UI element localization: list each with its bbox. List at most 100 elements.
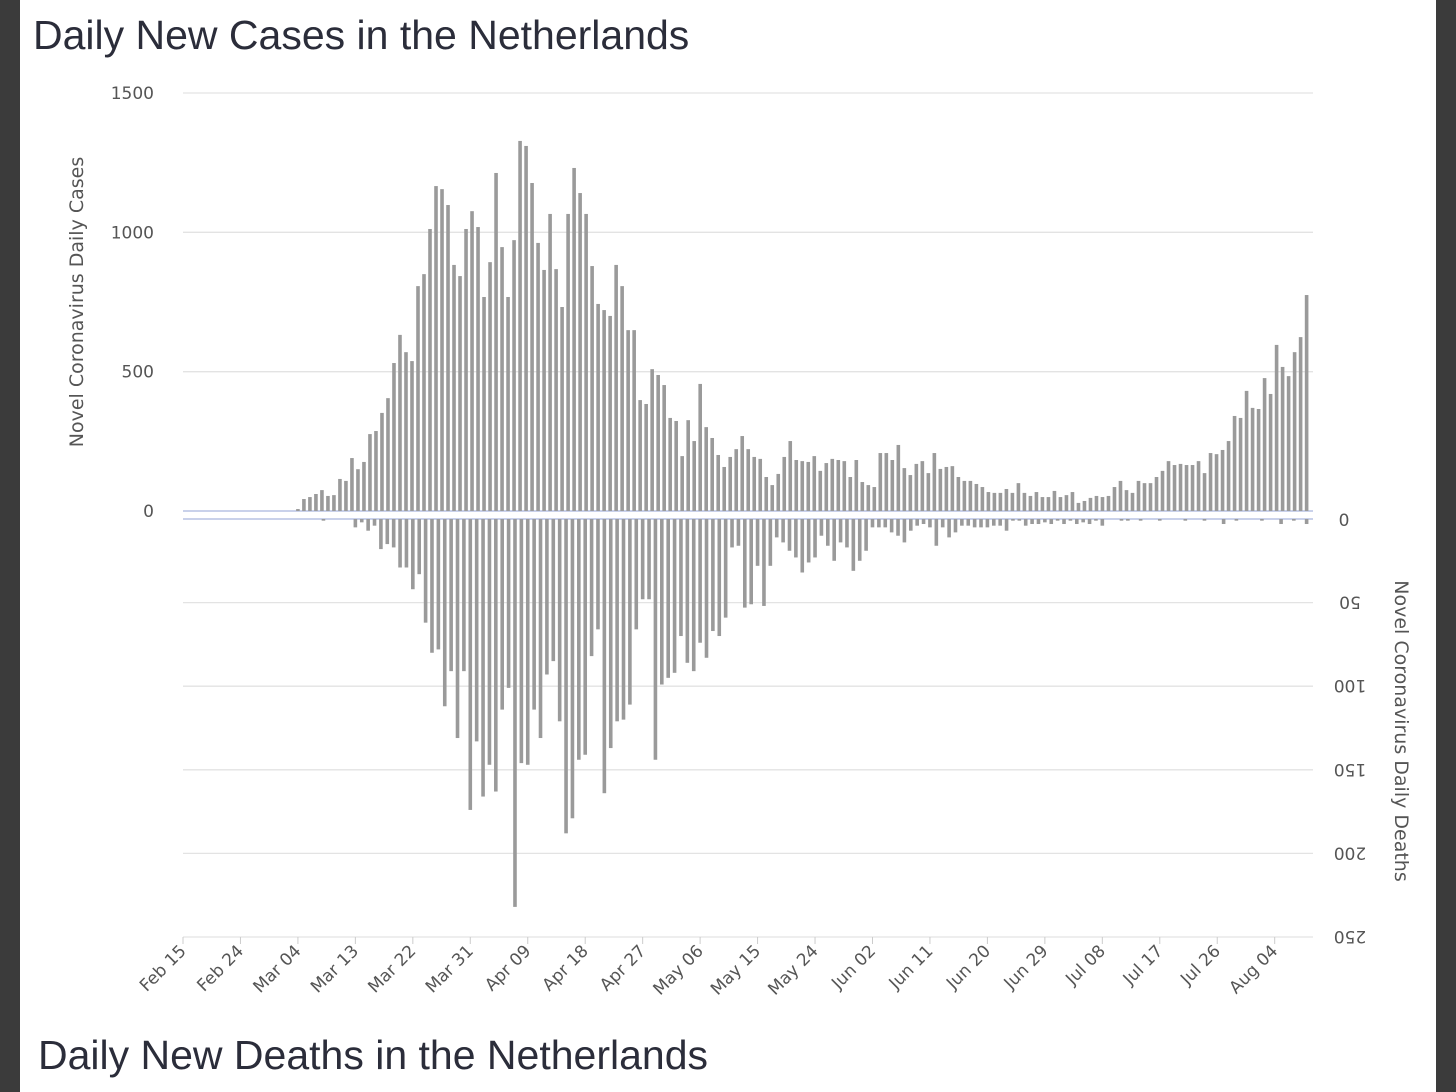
cases-bar (476, 227, 480, 511)
deaths-bar (685, 519, 690, 663)
deaths-bar (468, 519, 473, 810)
cases-bar (1136, 480, 1141, 511)
deaths-bar (494, 519, 498, 792)
x-tick-label: May 06 (650, 941, 708, 999)
deaths-bar (698, 519, 702, 643)
deaths-bar (928, 519, 932, 528)
cases-bar (638, 400, 642, 511)
deaths-bar (743, 519, 747, 608)
cases-bar (932, 453, 937, 511)
cases-bar (878, 453, 883, 511)
cases-bar (1226, 441, 1231, 511)
x-tick-label: Jun 29 (1000, 941, 1053, 994)
cases-bar (1256, 409, 1261, 511)
deaths-bar (1043, 519, 1047, 523)
cases-bar (728, 456, 733, 511)
cases-bar (818, 470, 823, 511)
deaths-bar (883, 519, 888, 528)
cases-bar (632, 330, 636, 511)
cases-bar (704, 427, 708, 511)
deaths-bar (577, 519, 581, 760)
cases-bar (722, 466, 727, 511)
cases-bar (860, 482, 865, 511)
x-tick-label: Mar 04 (250, 941, 306, 997)
cases-bar (656, 375, 660, 511)
cases-bar (440, 189, 444, 511)
deaths-y-tick-label: 100 (1334, 675, 1366, 695)
cases-y-tick-label: 1000 (111, 223, 154, 243)
cases-bar (710, 437, 715, 511)
deaths-bar (889, 519, 894, 533)
cases-bar (1124, 490, 1129, 511)
deaths-bar (749, 519, 753, 605)
deaths-bar (647, 519, 651, 600)
cases-bar (698, 383, 702, 511)
cases-bar (806, 461, 811, 511)
cases-bar (1280, 366, 1285, 511)
deaths-bar (985, 519, 990, 528)
cases-bar (1118, 480, 1123, 511)
deaths-bar (513, 519, 517, 907)
cases-bar (452, 264, 456, 511)
cases-bar (812, 456, 817, 511)
cases-bar (1190, 465, 1195, 511)
deaths-bar (570, 519, 575, 819)
cases-bar (530, 183, 534, 511)
cases-bar (668, 417, 672, 511)
deaths-bar (832, 519, 836, 561)
deaths-bar (1055, 519, 1060, 521)
cases-bar (836, 460, 841, 511)
deaths-bar (972, 519, 977, 528)
deaths-bar (1202, 519, 1207, 521)
cases-bar (1112, 487, 1117, 511)
cases-bar (338, 478, 342, 511)
deaths-bar (506, 519, 511, 688)
deaths-bar (481, 519, 485, 797)
deaths-bar (1100, 519, 1105, 526)
deaths-bar (851, 519, 856, 571)
deaths-bar (321, 519, 326, 521)
cases-bar (944, 466, 949, 511)
deaths-bar (1081, 519, 1085, 523)
cases-bar (1016, 483, 1021, 511)
deaths-bar (430, 519, 434, 653)
cases-y-tick-label: 500 (122, 363, 154, 383)
deaths-bar (717, 519, 722, 637)
cases-bar (1028, 495, 1033, 511)
cases-bar (824, 463, 829, 511)
deaths-bar (813, 519, 817, 558)
deaths-bar (583, 519, 588, 755)
cases-bar (674, 420, 678, 511)
deaths-bar (730, 519, 734, 548)
cases-bar (776, 473, 781, 511)
cases-bar (794, 460, 799, 511)
cases-bar (1094, 495, 1099, 511)
cases-bar (536, 242, 540, 511)
deaths-bar (1087, 519, 1092, 525)
cases-bar (578, 193, 582, 512)
deaths-bar (819, 519, 824, 536)
deaths-bar (768, 519, 773, 566)
deaths-bar (1279, 519, 1283, 525)
cases-bar (1058, 497, 1063, 511)
x-tick-label: Jun 02 (827, 941, 880, 994)
cases-bar (362, 461, 366, 511)
cases-bar (1250, 407, 1255, 511)
cases-bar (782, 456, 787, 511)
cases-bar (1130, 492, 1135, 511)
x-tick-label: Mar 13 (307, 941, 363, 997)
deaths-bar (902, 519, 907, 543)
cases-bar (980, 487, 985, 511)
cases-bar (1052, 490, 1057, 511)
cases-bar (1034, 492, 1039, 511)
deaths-bar (979, 519, 983, 528)
x-tick-label: Apr 27 (596, 941, 650, 995)
deaths-bar (589, 519, 594, 657)
cases-bar (1208, 453, 1213, 511)
x-tick-label: Jun 20 (942, 941, 995, 994)
x-tick-label: Jul 17 (1119, 941, 1167, 989)
cases-bar (1238, 417, 1243, 511)
cases-bar (854, 460, 859, 511)
cases-bar (332, 495, 336, 511)
x-tick-label: May 24 (764, 941, 822, 999)
